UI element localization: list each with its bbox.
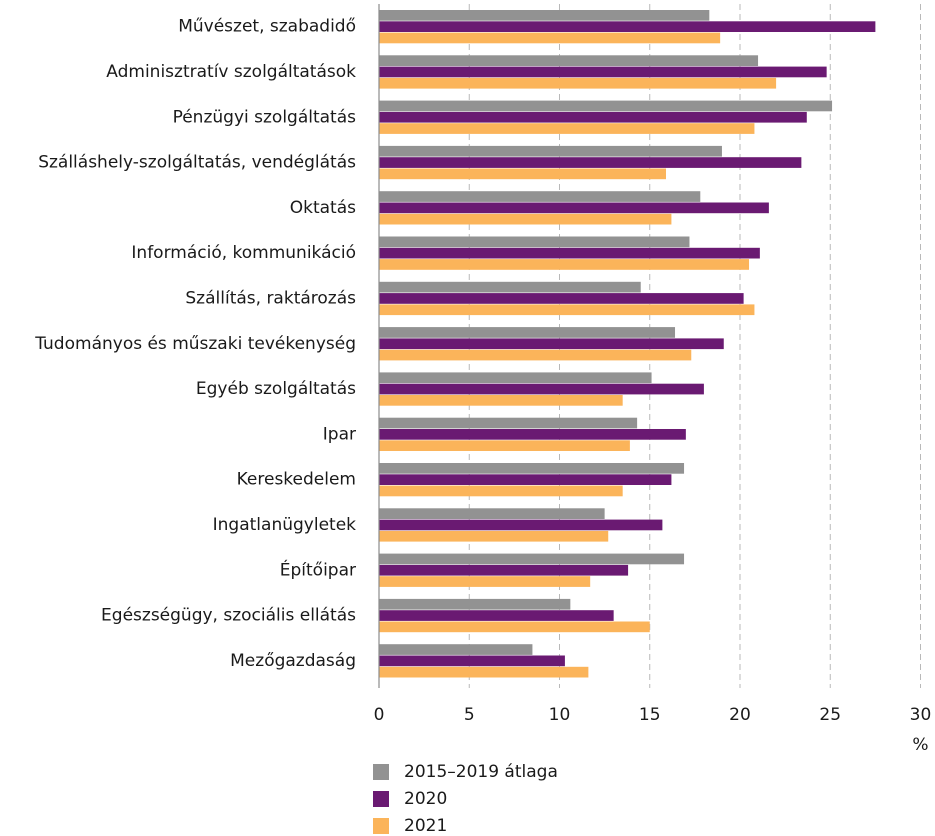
x-tick-label: 10	[549, 705, 571, 725]
bars	[379, 10, 876, 678]
bar	[379, 508, 605, 519]
category-label: Ipar	[323, 424, 356, 444]
bar	[379, 349, 692, 361]
bar	[379, 247, 760, 259]
bar	[379, 236, 690, 248]
bar	[379, 10, 710, 21]
bar	[379, 168, 666, 180]
legend-label: 2020	[404, 789, 447, 809]
category-label: Tudományos és műszaki tevékenység	[34, 334, 356, 354]
legend-swatch	[373, 764, 389, 780]
bar	[379, 77, 777, 89]
category-label: Információ, kommunikáció	[131, 243, 356, 263]
category-label: Szálláshely-szolgáltatás, vendéglátás	[38, 153, 356, 173]
bar	[379, 576, 591, 587]
bar	[379, 519, 663, 531]
category-label: Ingatlanügyletek	[213, 515, 357, 535]
bar	[379, 598, 571, 610]
category-label: Mezőgazdaság	[230, 651, 356, 671]
bar	[379, 213, 672, 225]
bar	[379, 644, 533, 655]
bar	[379, 66, 827, 78]
bar	[379, 666, 589, 678]
category-label: Művészet, szabadidő	[178, 17, 356, 37]
bar	[379, 111, 807, 123]
x-tick-label: 30	[910, 705, 932, 725]
x-tick-label: 0	[374, 705, 385, 725]
legend: 2015–2019 átlaga 2020 2021	[373, 762, 558, 836]
bar	[379, 395, 623, 406]
bar	[379, 259, 750, 270]
bar	[379, 383, 704, 395]
x-tick-label: 5	[464, 705, 475, 725]
bar	[379, 32, 721, 44]
bar	[379, 564, 629, 576]
bar	[379, 191, 701, 202]
category-label: Szállítás, raktározás	[185, 288, 356, 308]
bar	[379, 372, 652, 384]
bar	[379, 610, 614, 621]
category-label: Oktatás	[290, 198, 356, 218]
bar	[379, 440, 630, 451]
bar	[379, 202, 769, 214]
category-label: Kereskedelem	[237, 470, 356, 490]
bar	[379, 417, 638, 429]
bar	[379, 474, 672, 485]
bar	[379, 338, 724, 350]
legend-label: 2021	[404, 816, 447, 836]
legend-label: 2015–2019 átlaga	[404, 762, 558, 782]
category-labels: Művészet, szabadidő Adminisztratív szolgá…	[34, 17, 356, 671]
bar	[379, 293, 744, 304]
bar	[379, 485, 623, 497]
bar	[379, 55, 759, 66]
x-tick-labels: 0 5 10 15 20 25 30	[374, 705, 932, 725]
bar	[379, 429, 686, 440]
category-label: Pénzügyi szolgáltatás	[173, 107, 357, 127]
bar	[379, 655, 565, 667]
bar	[379, 463, 685, 474]
x-tick-label: 15	[639, 705, 661, 725]
bar	[379, 553, 685, 565]
category-label: Építőipar	[280, 558, 356, 580]
x-tick-label: 20	[729, 705, 751, 725]
bar	[379, 157, 802, 168]
category-label: Adminisztratív szolgáltatások	[106, 62, 356, 82]
bar	[379, 327, 676, 338]
bar	[379, 145, 722, 157]
bar	[379, 281, 641, 293]
legend-swatch	[373, 791, 389, 807]
bar	[379, 304, 755, 316]
category-label: Egészségügy, szociális ellátás	[101, 606, 356, 626]
bar	[379, 21, 876, 32]
bar	[379, 530, 609, 542]
bar	[379, 123, 755, 134]
legend-swatch	[373, 818, 389, 834]
bar	[379, 100, 833, 112]
x-tick-label: 25	[819, 705, 841, 725]
category-label: Egyéb szolgáltatás	[196, 379, 356, 399]
bar	[379, 621, 650, 633]
x-axis-unit: %	[912, 735, 928, 755]
